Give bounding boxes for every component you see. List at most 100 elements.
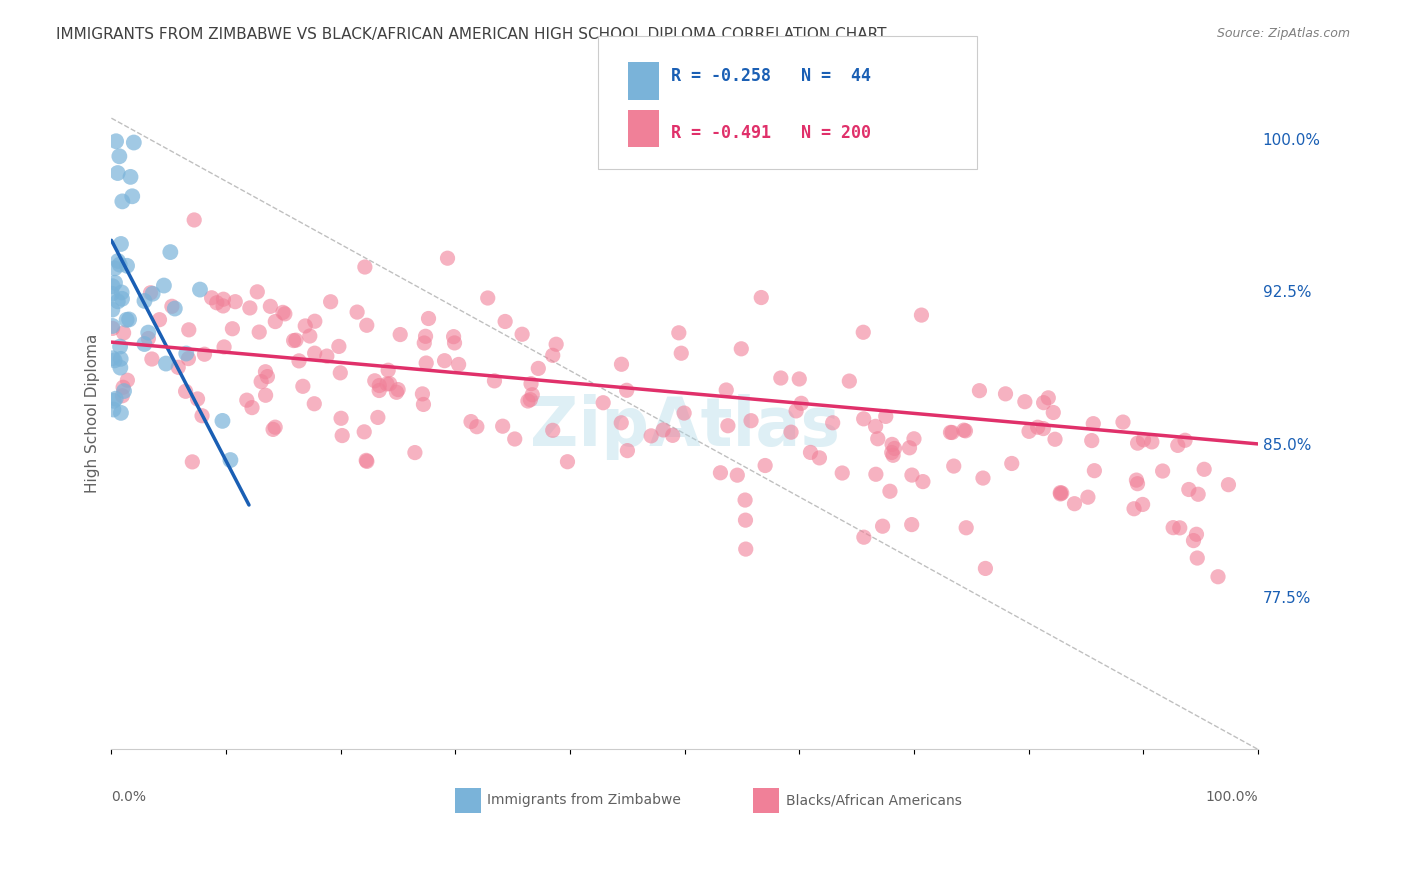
Blacks/African Americans xyxy=(1018,425,1040,439)
Blacks/African Americans xyxy=(808,450,831,465)
Blacks/African Americans xyxy=(328,339,350,353)
Blacks/African Americans xyxy=(205,295,228,310)
Blacks/African Americans xyxy=(953,423,976,437)
Text: 100.0%: 100.0% xyxy=(1205,789,1258,804)
Immigrants from Zimbabwe xyxy=(112,384,135,398)
Blacks/African Americans xyxy=(1014,394,1036,409)
Blacks/African Americans xyxy=(652,423,675,437)
Blacks/African Americans xyxy=(1080,434,1102,448)
Immigrants from Zimbabwe xyxy=(105,134,128,148)
Blacks/African Americans xyxy=(527,361,550,376)
Blacks/African Americans xyxy=(1077,490,1099,504)
Blacks/African Americans xyxy=(831,466,853,480)
Blacks/African Americans xyxy=(191,409,214,423)
Blacks/African Americans xyxy=(1218,477,1240,491)
Immigrants from Zimbabwe xyxy=(155,357,177,371)
Blacks/African Americans xyxy=(610,357,633,371)
Bar xyxy=(456,788,481,814)
Blacks/African Americans xyxy=(368,384,391,398)
Blacks/African Americans xyxy=(224,294,246,309)
Y-axis label: High School Diploma: High School Diploma xyxy=(86,334,100,493)
Immigrants from Zimbabwe xyxy=(110,351,132,366)
Blacks/African Americans xyxy=(174,384,197,399)
Blacks/African Americans xyxy=(315,349,337,363)
Blacks/African Americans xyxy=(412,397,434,411)
Blacks/African Americans xyxy=(852,412,875,426)
Blacks/African Americans xyxy=(443,329,465,343)
Blacks/African Americans xyxy=(709,466,731,480)
Immigrants from Zimbabwe xyxy=(103,393,125,408)
Blacks/African Americans xyxy=(994,387,1017,401)
Blacks/African Americans xyxy=(1042,405,1064,419)
Blacks/African Americans xyxy=(972,471,994,485)
Blacks/African Americans xyxy=(510,327,533,342)
Blacks/African Americans xyxy=(1032,395,1054,409)
Blacks/African Americans xyxy=(1049,487,1071,501)
Blacks/African Americans xyxy=(304,346,326,360)
Blacks/African Americans xyxy=(304,397,326,411)
Blacks/African Americans xyxy=(883,442,905,456)
Blacks/African Americans xyxy=(865,467,887,482)
Blacks/African Americans xyxy=(447,358,470,372)
Text: Blacks/African Americans: Blacks/African Americans xyxy=(786,793,962,807)
Blacks/African Americans xyxy=(375,376,398,391)
Blacks/African Americans xyxy=(304,314,326,328)
Blacks/African Americans xyxy=(900,517,922,532)
Blacks/African Americans xyxy=(520,376,543,391)
Immigrants from Zimbabwe xyxy=(134,293,156,308)
Blacks/African Americans xyxy=(734,542,756,557)
Blacks/African Americans xyxy=(433,353,456,368)
Blacks/African Americans xyxy=(1125,473,1147,487)
Blacks/African Americans xyxy=(330,411,353,425)
Blacks/African Americans xyxy=(787,372,810,386)
Blacks/African Americans xyxy=(1132,433,1154,447)
Immigrants from Zimbabwe xyxy=(104,392,127,406)
Blacks/African Americans xyxy=(112,380,135,394)
Blacks/African Americans xyxy=(939,425,962,440)
Blacks/African Americans xyxy=(221,322,243,336)
Blacks/African Americans xyxy=(821,416,844,430)
Blacks/African Americans xyxy=(516,394,538,409)
Blacks/African Americans xyxy=(725,468,748,483)
Blacks/African Americans xyxy=(212,299,235,313)
Blacks/African Americans xyxy=(271,305,294,319)
Blacks/African Americans xyxy=(974,561,997,575)
Blacks/African Americans xyxy=(1152,464,1174,478)
Blacks/African Americans xyxy=(356,454,378,468)
Blacks/African Americans xyxy=(910,308,932,322)
Blacks/African Americans xyxy=(294,318,316,333)
Immigrants from Zimbabwe xyxy=(110,406,132,420)
Blacks/African Americans xyxy=(780,425,803,440)
Text: 0.0%: 0.0% xyxy=(111,789,146,804)
Blacks/African Americans xyxy=(546,337,568,351)
Blacks/African Americans xyxy=(283,334,305,348)
Blacks/African Americans xyxy=(385,385,408,400)
Blacks/African Americans xyxy=(112,326,135,340)
Immigrants from Zimbabwe xyxy=(103,353,125,368)
Blacks/African Americans xyxy=(1185,527,1208,541)
Blacks/African Americans xyxy=(1178,483,1201,497)
Text: Source: ZipAtlas.com: Source: ZipAtlas.com xyxy=(1216,27,1350,40)
Immigrants from Zimbabwe xyxy=(118,312,141,326)
Blacks/African Americans xyxy=(1182,533,1205,548)
Blacks/African Americans xyxy=(389,327,412,342)
Blacks/African Americans xyxy=(201,291,224,305)
Immigrants from Zimbabwe xyxy=(136,326,159,340)
Blacks/African Americans xyxy=(557,455,579,469)
Immigrants from Zimbabwe xyxy=(101,279,124,293)
Blacks/African Americans xyxy=(1038,391,1060,405)
Blacks/African Americans xyxy=(866,432,889,446)
Blacks/African Americans xyxy=(291,379,314,393)
Blacks/African Americans xyxy=(879,484,901,499)
Immigrants from Zimbabwe xyxy=(142,286,165,301)
Blacks/African Americans xyxy=(941,425,963,440)
Blacks/African Americans xyxy=(1187,487,1209,501)
Immigrants from Zimbabwe xyxy=(101,318,124,333)
Blacks/African Americans xyxy=(852,325,875,339)
Blacks/African Americans xyxy=(790,396,813,410)
Blacks/African Americans xyxy=(969,384,991,398)
Blacks/African Americans xyxy=(354,260,377,274)
Immigrants from Zimbabwe xyxy=(120,169,142,184)
Blacks/African Americans xyxy=(415,356,437,370)
Blacks/African Americans xyxy=(368,378,391,392)
